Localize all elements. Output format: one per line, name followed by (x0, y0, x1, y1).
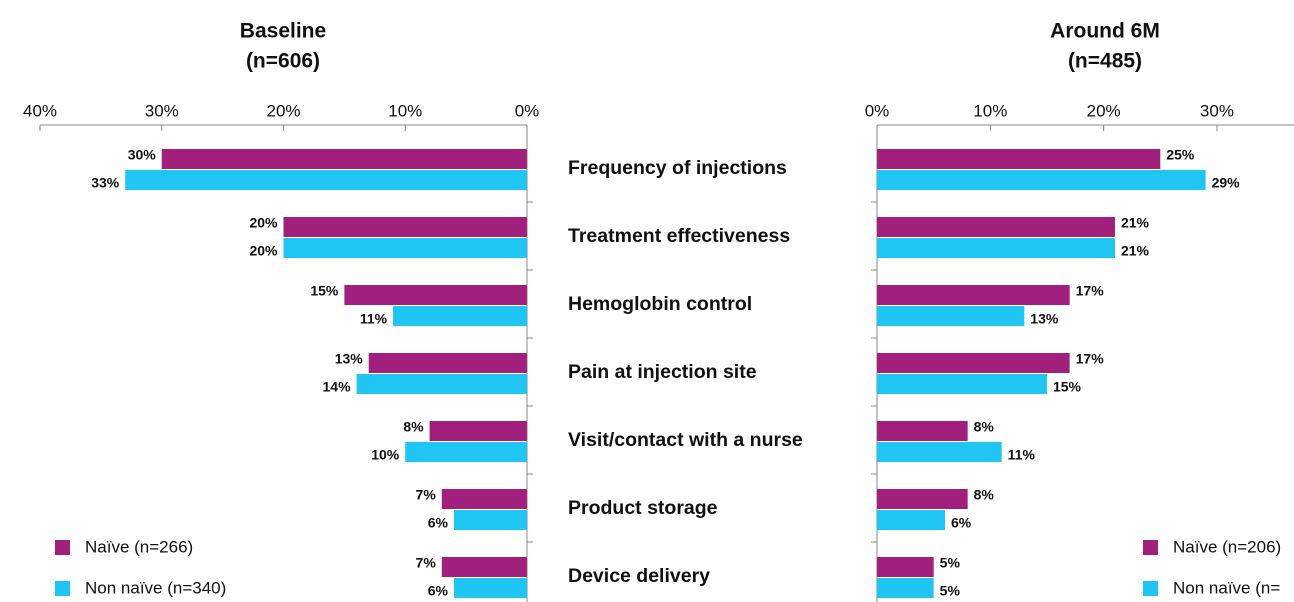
bar (877, 353, 1070, 373)
value-label: 6% (428, 583, 449, 599)
value-label: 20% (249, 243, 278, 259)
bar (877, 421, 968, 441)
legend-label: Naïve (n=266) (85, 537, 193, 556)
bar (125, 170, 527, 190)
bar (161, 149, 527, 169)
legend-swatch (55, 540, 70, 555)
category-label: Pain at injection site (568, 361, 757, 383)
value-label: 11% (1008, 447, 1036, 463)
value-label: 10% (371, 447, 400, 463)
chart-subtitle: (n=485) (1068, 50, 1142, 73)
bar (877, 170, 1206, 190)
bar (877, 149, 1161, 169)
chart-subtitle: (n=606) (246, 50, 320, 73)
bar (877, 306, 1025, 326)
value-label: 8% (403, 419, 424, 435)
category-label: Hemoglobin control (568, 293, 752, 315)
value-label: 33% (91, 175, 120, 191)
bar (453, 578, 527, 598)
value-label: 5% (940, 555, 961, 571)
legend-label: Non naïve (n=340) (85, 578, 226, 597)
value-label: 29% (1212, 175, 1241, 191)
bar (441, 489, 527, 509)
bar (877, 510, 945, 530)
value-label: 7% (416, 555, 437, 571)
category-label: Frequency of injections (568, 157, 787, 179)
x-tick-label: 30% (145, 101, 179, 120)
bar (877, 238, 1115, 258)
legend-label: Naïve (n=206) (1173, 537, 1281, 556)
chart-title: Around 6M (1050, 20, 1160, 43)
bar (877, 489, 968, 509)
value-label: 17% (1076, 351, 1105, 367)
bar (877, 217, 1115, 237)
legend-swatch (1143, 581, 1158, 596)
value-label: 20% (249, 215, 278, 231)
bar (356, 374, 527, 394)
category-label: Visit/contact with a nurse (568, 429, 803, 451)
bar (877, 285, 1070, 305)
bar (877, 442, 1002, 462)
value-label: 21% (1121, 215, 1150, 231)
value-label: 15% (1053, 379, 1082, 395)
bar (441, 557, 527, 577)
value-label: 5% (940, 583, 961, 599)
x-tick-label: 0% (865, 101, 890, 120)
category-label: Product storage (568, 497, 718, 519)
bar (877, 374, 1047, 394)
bar (877, 557, 934, 577)
x-tick-label: 30% (1200, 101, 1234, 120)
legend-swatch (55, 581, 70, 596)
value-label: 13% (335, 351, 364, 367)
bar (368, 353, 527, 373)
bar (283, 217, 527, 237)
bar (405, 442, 527, 462)
value-label: 15% (310, 283, 339, 299)
value-label: 13% (1030, 311, 1059, 327)
value-label: 17% (1076, 283, 1105, 299)
x-tick-label: 0% (515, 101, 540, 120)
bar (429, 421, 527, 441)
value-label: 8% (974, 487, 995, 503)
value-label: 6% (951, 515, 972, 531)
category-label: Device delivery (568, 565, 710, 587)
x-tick-label: 20% (1087, 101, 1121, 120)
x-tick-label: 10% (973, 101, 1007, 120)
value-label: 25% (1166, 147, 1195, 163)
bar (453, 510, 527, 530)
value-label: 8% (974, 419, 995, 435)
value-label: 7% (416, 487, 437, 503)
value-label: 21% (1121, 243, 1150, 259)
value-label: 30% (128, 147, 157, 163)
value-label: 11% (360, 311, 388, 327)
value-label: 6% (428, 515, 449, 531)
bar (344, 285, 527, 305)
x-tick-label: 10% (388, 101, 422, 120)
x-tick-label: 40% (23, 101, 57, 120)
legend-swatch (1143, 540, 1158, 555)
category-label: Treatment effectiveness (568, 225, 790, 247)
bar (877, 578, 934, 598)
bar (393, 306, 527, 326)
legend-label: Non naïve (n= (1173, 578, 1280, 597)
x-tick-label: 20% (266, 101, 300, 120)
value-label: 14% (323, 379, 352, 395)
bar (283, 238, 527, 258)
chart-title: Baseline (240, 20, 326, 43)
